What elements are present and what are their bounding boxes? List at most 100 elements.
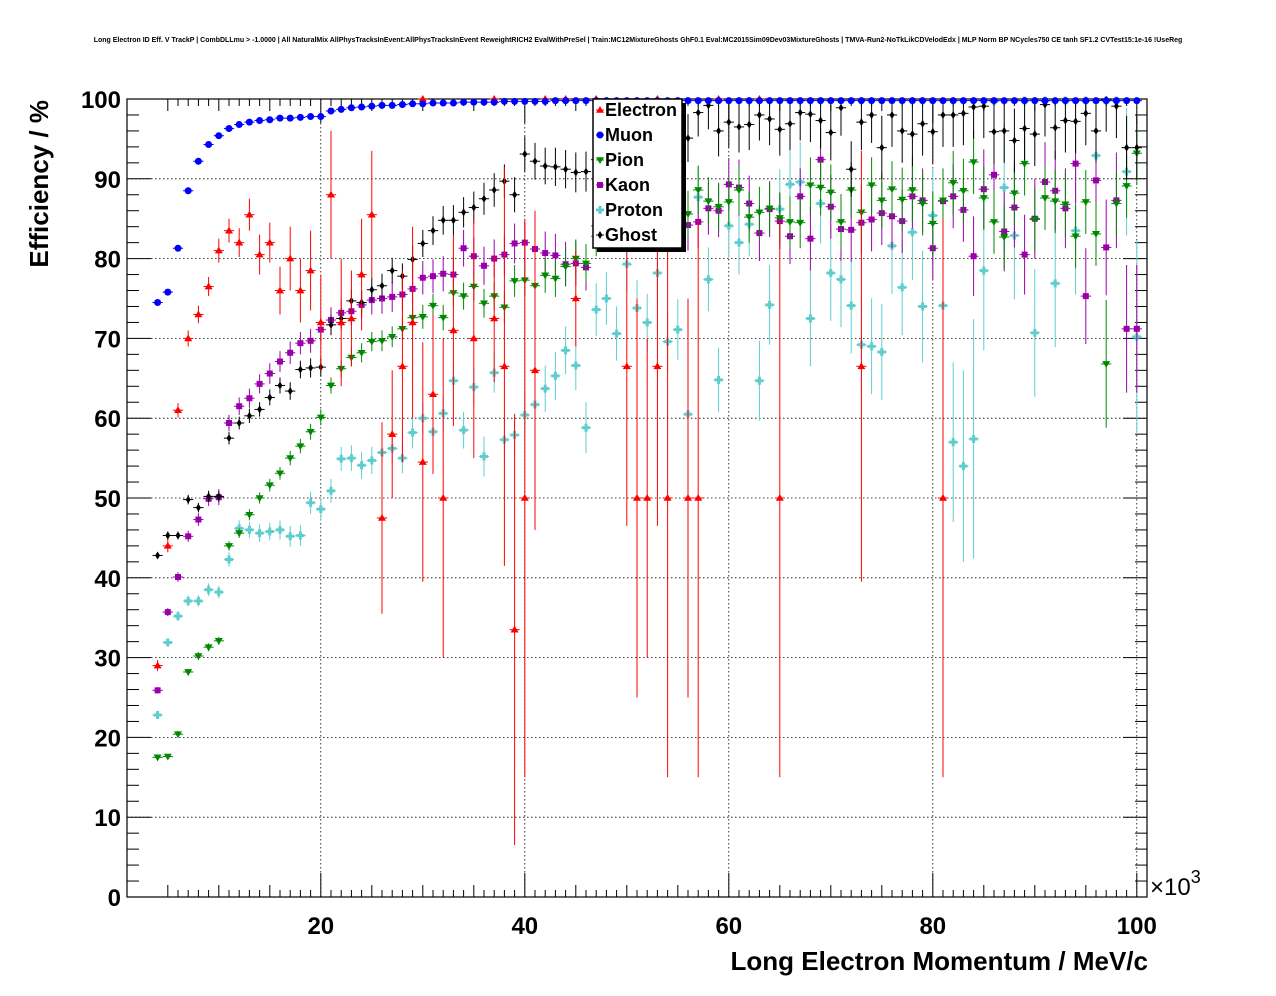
pion-point (1101, 300, 1112, 428)
legend-marker-muon (596, 131, 604, 139)
muon-point (723, 97, 734, 105)
proton-point (162, 638, 173, 647)
ghost-point (1029, 102, 1040, 167)
muon-point (1050, 97, 1061, 105)
ghost-point (560, 150, 571, 189)
muon-point (866, 97, 877, 105)
legend-entry-muon: Muon (596, 125, 653, 145)
ghost-point (183, 494, 194, 505)
pion-point (1090, 201, 1102, 266)
electron-marker (276, 286, 284, 294)
electron-marker (939, 494, 947, 501)
pion-point (295, 438, 306, 454)
proton-marker (357, 461, 366, 470)
electron-point (509, 414, 520, 846)
ghost-marker (379, 281, 385, 290)
kaon-point (285, 341, 296, 364)
ghost-marker (461, 208, 467, 217)
muon-point (795, 97, 806, 105)
muon-marker (970, 97, 978, 105)
muon-point (295, 113, 306, 121)
kaon-marker (1093, 177, 1099, 184)
muon-point (529, 97, 541, 105)
pion-point (285, 450, 296, 466)
muon-marker (388, 101, 396, 109)
muon-point (1060, 97, 1071, 105)
ghost-marker (716, 126, 722, 135)
ghost-marker (787, 119, 793, 128)
ghost-marker (736, 122, 742, 131)
electron-point (336, 258, 347, 387)
ghost-point (244, 408, 255, 423)
kaon-point (968, 216, 979, 297)
proton-marker (704, 275, 713, 284)
electron-point (631, 298, 643, 698)
proton-marker (480, 452, 488, 461)
ghost-point (458, 197, 469, 228)
proton-marker (327, 486, 335, 495)
ghost-point (305, 358, 316, 378)
pion-marker (367, 338, 376, 346)
kaon-marker (307, 337, 314, 344)
ghost-marker (940, 110, 946, 119)
kaon-point (274, 351, 286, 372)
electron-marker (571, 294, 580, 302)
muon-marker (154, 298, 162, 306)
muon-point (733, 97, 745, 105)
electron-marker (653, 362, 662, 370)
ghost-marker (981, 102, 987, 111)
pion-marker (316, 414, 325, 422)
kaon-point (244, 388, 255, 408)
proton-point (866, 298, 877, 395)
proton-marker (898, 283, 907, 292)
legend-marker-pion (596, 157, 604, 164)
proton-point (550, 351, 561, 400)
pion-point (876, 172, 887, 229)
pion-point (815, 159, 826, 216)
pion-marker (877, 197, 886, 205)
muon-point (458, 98, 469, 106)
muon-point (1009, 97, 1020, 105)
pion-marker (990, 219, 998, 226)
ghost-point (172, 531, 184, 540)
pion-point (968, 130, 979, 194)
kaon-point (1131, 264, 1142, 393)
kaon-point (172, 572, 184, 582)
ghost-marker (858, 118, 864, 127)
ghost-point (876, 115, 887, 180)
ghost-marker (797, 108, 803, 117)
electron-point (162, 539, 173, 553)
x-tick-label: 40 (511, 913, 538, 940)
muon-marker (990, 97, 998, 105)
x-tick-label: 60 (715, 913, 742, 940)
proton-point (611, 306, 622, 361)
pion-marker (286, 455, 295, 463)
pion-marker (1030, 216, 1039, 224)
pion-point (162, 753, 173, 761)
pion-marker (939, 197, 947, 205)
electron-point (264, 222, 275, 263)
proton-point (958, 370, 969, 562)
muon-point (958, 97, 969, 105)
pion-point (795, 197, 806, 249)
muon-marker (1061, 97, 1069, 105)
muon-point (407, 100, 418, 108)
ghost-point (897, 99, 908, 163)
kaon-point (438, 256, 449, 292)
electron-marker (184, 334, 193, 342)
ghost-point (856, 99, 867, 151)
muon-point (325, 107, 337, 115)
ghost-marker (971, 102, 977, 111)
pion-point (540, 257, 551, 293)
muon-marker (1041, 97, 1049, 105)
muon-marker (745, 97, 753, 105)
pion-marker (918, 200, 927, 208)
electron-marker (694, 494, 703, 501)
electron-marker (214, 246, 223, 254)
ghost-point (815, 99, 826, 149)
y-tick-label: 80 (94, 247, 121, 274)
electron-point (774, 218, 785, 778)
electron-point (642, 338, 653, 658)
y-tick-label: 0 (108, 885, 121, 912)
